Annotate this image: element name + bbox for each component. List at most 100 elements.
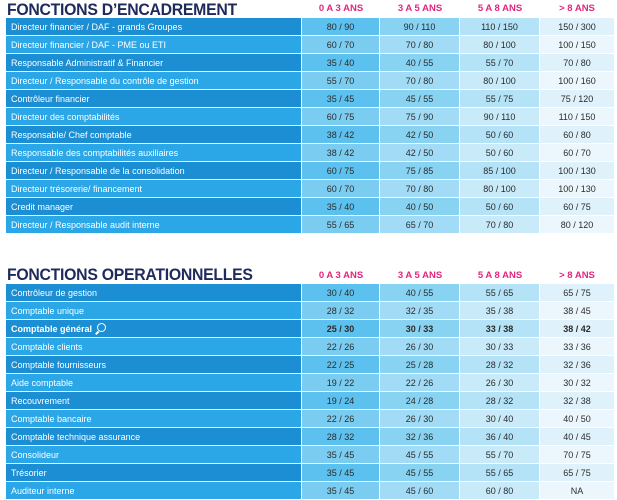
salary-range-cell: 65 / 75 xyxy=(540,284,614,301)
function-name: Directeur des comptabilités xyxy=(6,108,302,125)
function-name: Consolideur xyxy=(6,446,302,463)
salary-range-cell: 75 / 90 xyxy=(380,108,460,125)
salary-range-cell: 40 / 50 xyxy=(380,198,460,215)
encadrement-header: FONCTIONS D’ENCADREMENT 0 A 3 ANS 3 A 5 … xyxy=(6,0,614,19)
table-row: Directeur trésorerie/ financement 60 / 70… xyxy=(6,180,614,198)
salary-range-cell: 30 / 40 xyxy=(302,284,380,301)
salary-range-cell: 100 / 130 xyxy=(540,180,614,197)
operationnelles-section: FONCTIONS OPERATIONNELLES 0 A 3 ANS 3 A … xyxy=(6,262,614,500)
salary-range-cell: NA xyxy=(540,482,614,499)
function-name: Credit manager xyxy=(6,198,302,215)
salary-range-cell: 80 / 100 xyxy=(460,180,540,197)
salary-range-cell: 40 / 50 xyxy=(540,410,614,427)
column-header-0-3: 0 A 3 ANS xyxy=(318,270,364,281)
salary-range-cell: 35 / 45 xyxy=(302,90,380,107)
salary-range-cell: 90 / 110 xyxy=(460,108,540,125)
table-row: Consolideur 35 / 45 45 / 55 55 / 70 70 / 75 xyxy=(6,446,614,464)
function-name-label: Directeur / Responsable audit interne xyxy=(11,219,160,230)
table-row: Directeur financier / DAF - grands Group… xyxy=(6,18,614,36)
salary-range-cell: 50 / 60 xyxy=(460,126,540,143)
salary-range-cell: 60 / 80 xyxy=(540,126,614,143)
operationnelles-table: Contrôleur de gestion 30 / 40 40 / 55 55 / … xyxy=(6,284,614,500)
salary-range-cell: 35 / 40 xyxy=(302,198,380,215)
salary-range-cell: 70 / 80 xyxy=(540,54,614,71)
column-header-0-3: 0 A 3 ANS xyxy=(318,3,364,14)
function-name-label: Contrôleur de gestion xyxy=(11,287,98,298)
salary-range-cell: 55 / 70 xyxy=(460,54,540,71)
function-name-label: Directeur financier / DAF - grands Group… xyxy=(11,21,183,32)
salary-range-cell: 90 / 110 xyxy=(380,18,460,35)
function-name: Contrôleur de gestion xyxy=(6,284,302,301)
salary-range-cell: 60 / 75 xyxy=(302,108,380,125)
salary-range-cell: 35 / 38 xyxy=(460,302,540,319)
salary-range-cell: 28 / 32 xyxy=(460,392,540,409)
salary-range-cell: 80 / 120 xyxy=(540,216,614,233)
function-name-label: Comptable fournisseurs xyxy=(11,359,107,370)
salary-range-cell: 55 / 65 xyxy=(460,464,540,481)
operationnelles-title: FONCTIONS OPERATIONNELLES xyxy=(7,265,253,284)
function-name-label: Contrôleur financier xyxy=(11,93,90,104)
function-name-label: Comptable clients xyxy=(11,341,83,352)
salary-range-cell: 22 / 26 xyxy=(380,374,460,391)
salary-range-cell: 26 / 30 xyxy=(460,374,540,391)
salary-range-cell: 45 / 55 xyxy=(380,446,460,463)
salary-range-cell: 70 / 80 xyxy=(380,36,460,53)
salary-range-cell: 150 / 300 xyxy=(540,18,614,35)
table-row: Trésorier 35 / 45 45 / 55 55 / 65 65 / 75 xyxy=(6,464,614,482)
table-row: Directeur / Responsable du contrôle de g… xyxy=(6,72,614,90)
function-name: Directeur trésorerie/ financement xyxy=(6,180,302,197)
salary-range-cell: 60 / 75 xyxy=(302,162,380,179)
salary-range-cell: 28 / 32 xyxy=(460,356,540,373)
function-name-label: Recouvrement xyxy=(11,395,70,406)
salary-range-cell: 40 / 45 xyxy=(540,428,614,445)
salary-range-cell: 60 / 70 xyxy=(540,144,614,161)
salary-range-cell: 26 / 30 xyxy=(380,338,460,355)
salary-range-cell: 30 / 33 xyxy=(460,338,540,355)
salary-range-cell: 80 / 90 xyxy=(302,18,380,35)
function-name: Auditeur interne xyxy=(6,482,302,499)
function-name-label: Directeur / Responsable du contrôle de g… xyxy=(11,75,199,86)
salary-range-cell: 75 / 85 xyxy=(380,162,460,179)
salary-range-cell: 32 / 36 xyxy=(380,428,460,445)
function-name: Comptable technique assurance xyxy=(6,428,302,445)
function-name-label: Responsable/ Chef comptable xyxy=(11,129,132,140)
salary-range-cell: 50 / 60 xyxy=(460,198,540,215)
salary-range-cell: 30 / 32 xyxy=(540,374,614,391)
salary-range-cell: 30 / 40 xyxy=(460,410,540,427)
salary-range-cell: 19 / 22 xyxy=(302,374,380,391)
function-name: Contrôleur financier xyxy=(6,90,302,107)
table-row: Comptable technique assurance 28 / 32 32 /… xyxy=(6,428,614,446)
function-name-label: Credit manager xyxy=(11,201,74,212)
table-row: Comptable bancaire 22 / 26 26 / 30 30 / 40 4… xyxy=(6,410,614,428)
function-name-label: Directeur trésorerie/ financement xyxy=(11,183,143,194)
column-header-3-5: 3 A 5 ANS xyxy=(397,270,443,281)
salary-range-cell: 100 / 130 xyxy=(540,162,614,179)
function-name-label: Trésorier xyxy=(11,467,47,478)
function-name-label: Responsable Administratif & Financier xyxy=(11,57,164,68)
salary-range-cell: 30 / 33 xyxy=(380,320,460,337)
column-header-8-plus: > 8 ANS xyxy=(559,3,595,14)
encadrement-section: FONCTIONS D’ENCADREMENT 0 A 3 ANS 3 A 5 … xyxy=(6,0,614,234)
function-name: Comptable clients xyxy=(6,338,302,355)
salary-range-cell: 45 / 60 xyxy=(380,482,460,499)
function-name: Responsable/ Chef comptable xyxy=(6,126,302,143)
salary-range-cell: 55 / 70 xyxy=(460,446,540,463)
salary-range-cell: 40 / 55 xyxy=(380,284,460,301)
function-name-label: Auditeur interne xyxy=(11,485,75,496)
table-row: Directeur / Responsable de la consolidat… xyxy=(6,162,614,180)
salary-range-cell: 36 / 40 xyxy=(460,428,540,445)
operationnelles-header: FONCTIONS OPERATIONNELLES 0 A 3 ANS 3 A … xyxy=(6,262,614,284)
salary-range-cell: 55 / 75 xyxy=(460,90,540,107)
salary-range-cell: 85 / 100 xyxy=(460,162,540,179)
salary-range-cell: 38 / 42 xyxy=(302,144,380,161)
salary-range-cell: 32 / 38 xyxy=(540,392,614,409)
encadrement-title: FONCTIONS D’ENCADREMENT xyxy=(7,0,237,19)
table-row: Comptable fournisseurs 22 / 25 25 / 28 28 /… xyxy=(6,356,614,374)
salary-range-cell: 60 / 70 xyxy=(302,180,380,197)
function-name: Directeur / Responsable audit interne xyxy=(6,216,302,233)
salary-range-cell: 65 / 75 xyxy=(540,464,614,481)
salary-range-cell: 60 / 80 xyxy=(460,482,540,499)
function-name-label: Directeur financier / DAF - PME ou ETI xyxy=(11,39,167,50)
salary-range-cell: 70 / 80 xyxy=(380,72,460,89)
table-row: Contrôleur de gestion 30 / 40 40 / 55 55 / … xyxy=(6,284,614,302)
